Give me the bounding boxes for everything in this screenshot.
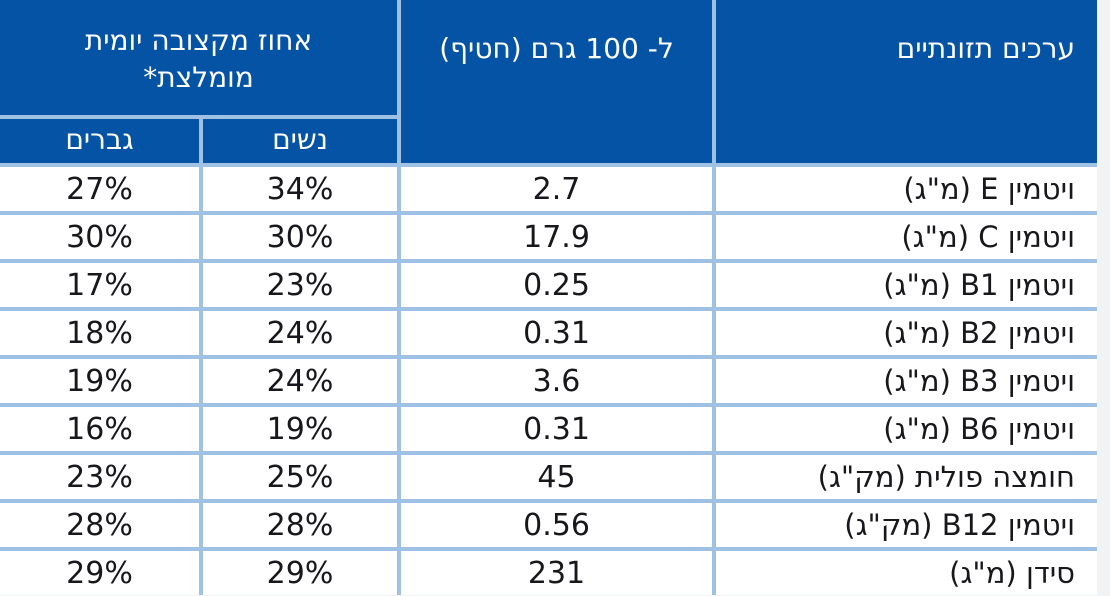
table-cell-nutrient-name: ויטמין B6 (מ"ג) [716,407,1097,451]
table-cell-women-percent: 19% [203,407,397,451]
table-cell-women-percent: 23% [203,263,397,307]
table-cell-nutrient-name: ויטמין B2 (מ"ג) [716,311,1097,355]
table-cell-per-100g: 17.9 [401,215,712,259]
table-cell-nutrient-name: חומצה פולית (מק"ג) [716,455,1097,499]
table-cell-women-percent: 24% [203,359,397,403]
table-cell-per-100g: 0.25 [401,263,712,307]
header-rda-percent-group: אחוז מקצובה יומית מומלצת* [0,0,397,115]
table-cell-men-percent: 19% [0,359,199,403]
table-cell-women-percent: 34% [203,167,397,211]
table-cell-nutrient-name: ויטמין C (מ"ג) [716,215,1097,259]
header-men: גברים [0,119,199,163]
table-cell-men-percent: 16% [0,407,199,451]
table-cell-per-100g: 0.31 [401,407,712,451]
table-cell-men-percent: 30% [0,215,199,259]
table-cell-men-percent: 18% [0,311,199,355]
table-cell-women-percent: 29% [203,551,397,595]
header-nutritional-values: ערכים תזונתיים [716,0,1097,163]
table-cell-nutrient-name: ויטמין E (מ"ג) [716,167,1097,211]
table-cell-men-percent: 27% [0,167,199,211]
table-cell-men-percent: 28% [0,503,199,547]
table-cell-men-percent: 29% [0,551,199,595]
table-cell-per-100g: 45 [401,455,712,499]
table-cell-nutrient-name: סידן (מ"ג) [716,551,1097,595]
table-cell-per-100g: 3.6 [401,359,712,403]
table-cell-women-percent: 30% [203,215,397,259]
table-cell-women-percent: 25% [203,455,397,499]
table-cell-men-percent: 17% [0,263,199,307]
table-cell-men-percent: 23% [0,455,199,499]
table-cell-per-100g: 231 [401,551,712,595]
table-cell-nutrient-name: ויטמין B12 (מק"ג) [716,503,1097,547]
table-cell-nutrient-name: ויטמין B3 (מ"ג) [716,359,1097,403]
header-per-100g: ל- 100 גרם (חטיף) [401,0,712,163]
table-cell-per-100g: 0.56 [401,503,712,547]
table-cell-nutrient-name: ויטמין B1 (מ"ג) [716,263,1097,307]
table-cell-women-percent: 28% [203,503,397,547]
header-women: נשים [203,119,397,163]
table-cell-per-100g: 0.31 [401,311,712,355]
table-cell-women-percent: 24% [203,311,397,355]
table-cell-per-100g: 2.7 [401,167,712,211]
